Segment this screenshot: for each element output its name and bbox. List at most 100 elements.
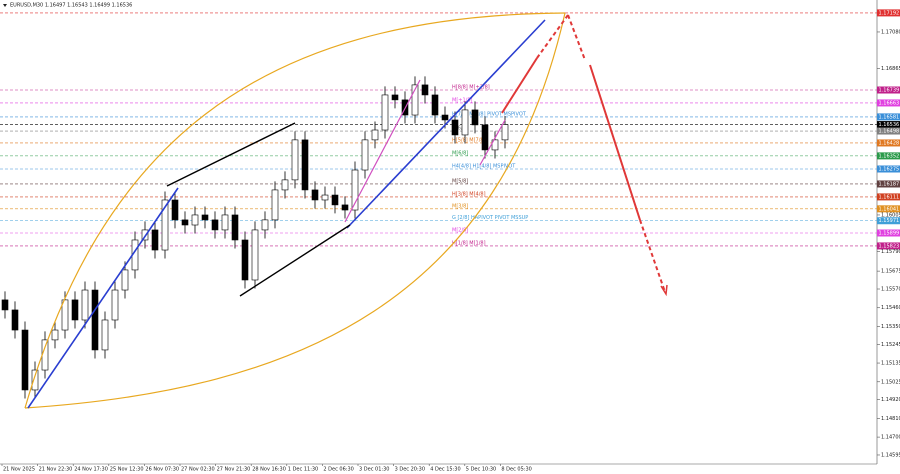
level-price-box (877, 229, 900, 237)
candle-body (101, 319, 109, 351)
y-tick-label: 1.14595 (881, 452, 900, 458)
y-tick-label: 1.14920 (881, 397, 900, 403)
candle-body (501, 124, 509, 141)
forecast-arrow (589, 64, 641, 221)
x-tick-label: 4 Dec 15:30 (430, 467, 460, 473)
level-price-box (877, 242, 900, 250)
level-price-label: 1.16663 (879, 100, 900, 106)
candle-body (41, 339, 49, 371)
candle-body (431, 94, 439, 116)
level-price-box (877, 180, 900, 188)
y-tick-label: 1.16865 (881, 66, 900, 72)
level-price-label: 1.16275 (879, 166, 900, 172)
level-price-box (877, 217, 900, 225)
level-price-box (877, 152, 900, 160)
level-price-box (877, 9, 900, 17)
x-tick-label: 1 Dec 11:30 (288, 467, 318, 473)
y-tick-label: 1.14700 (881, 435, 900, 441)
drawings (24, 12, 668, 409)
arc-upper (24, 12, 566, 409)
y-tick-label: 1.15570 (881, 287, 900, 293)
level-label: H[6/8] (452, 126, 468, 132)
x-tick-label: 21 Nov 2025 (3, 467, 35, 473)
candle-body (51, 329, 59, 341)
candle-body (291, 139, 299, 181)
candle-body (141, 229, 149, 241)
channel-line (239, 224, 351, 297)
level-price-box (877, 121, 900, 129)
candle-body (201, 214, 209, 221)
x-tick-label: 24 Nov 17:30 (74, 467, 108, 473)
level-price-box (877, 205, 900, 213)
candle-body (371, 129, 379, 141)
candle-body (171, 199, 179, 221)
level-price-box (877, 113, 900, 121)
candle-body (361, 139, 369, 171)
forecast-arrow (567, 14, 586, 61)
level-price-label: 1.16352 (879, 153, 900, 159)
candle-body (191, 214, 199, 226)
level-label: H4[4/8] H1[4/8] MSPIVOT (452, 163, 516, 169)
trend-line (346, 19, 546, 229)
candle-body (381, 94, 389, 131)
chart-title: EURUSD,M30 1.16497 1.16543 1.16499 1.165… (10, 3, 132, 9)
level-label: H[3/8] M[4/8] (452, 191, 486, 197)
candle-body (421, 84, 429, 96)
candle-body (341, 204, 349, 211)
candle-body (71, 299, 79, 321)
candle-body (181, 219, 189, 226)
candle-body (271, 189, 279, 221)
candle-body (21, 329, 29, 391)
y-tick-label: 1.16005 (881, 212, 900, 218)
symbol-icon (3, 4, 7, 7)
level-price-label: 1.17192 (879, 10, 900, 16)
y-tick-label: 1.15675 (881, 269, 900, 275)
forecast-arrow (501, 57, 538, 114)
level-label: M[+1/8] (452, 97, 473, 103)
candle-body (31, 369, 39, 391)
level-price-label: 1.16739 (879, 88, 900, 94)
candle-body (261, 219, 269, 231)
candle-body (11, 309, 19, 331)
level-label: G [2/8] HAPIVOT PIVOT MSSUP (452, 215, 528, 221)
y-tick-label: 1.15025 (881, 379, 900, 385)
level-price-box (877, 99, 900, 107)
x-tick-label: 2 Dec 06:30 (323, 467, 353, 473)
candle-body (311, 189, 319, 201)
level-price-label: 1.16536 (879, 122, 900, 128)
candle-body (1, 299, 9, 311)
x-tick-label: 8 Dec 05:30 (501, 467, 531, 473)
y-tick-label: 1.15135 (881, 361, 900, 367)
candle-body (391, 94, 399, 101)
candle-body (481, 124, 489, 151)
y-tick-label: 1.14810 (881, 416, 900, 422)
level-label: M[3/8] (452, 203, 468, 209)
level-price-label: 1.15823 (879, 243, 900, 249)
x-tick-label: 28 Nov 16:30 (252, 467, 286, 473)
level-price-label: 1.15899 (879, 230, 900, 236)
level-price-label: 1.16498 (879, 129, 900, 135)
candle-body (281, 179, 289, 191)
level-price-label: 1.16428 (879, 140, 900, 146)
candle-body (301, 139, 309, 191)
channel-line (166, 122, 296, 187)
x-tick-label: 5 Dec 10:30 (466, 467, 496, 473)
candle-body (161, 199, 169, 251)
y-tick-label: 1.17080 (881, 29, 900, 35)
x-tick-label: 3 Dec 20:30 (395, 467, 425, 473)
candle-body (231, 214, 239, 241)
candle-body (321, 194, 329, 201)
level-price-label: 1.15971 (879, 218, 900, 224)
candle-body (451, 119, 459, 136)
level-label: H[5/8] M[7/8] (452, 137, 486, 143)
y-tick-label: 1.15350 (881, 324, 900, 330)
level-price-box (877, 86, 900, 94)
x-tick-label: 27 Nov 21:30 (217, 467, 251, 473)
level-price-label: 1.16581 (879, 114, 900, 120)
level-label: H[8/8] M[+2/8] (452, 85, 490, 91)
candle-body (221, 214, 229, 231)
candle-body (471, 109, 479, 126)
level-label: M[5/8] (452, 178, 468, 184)
